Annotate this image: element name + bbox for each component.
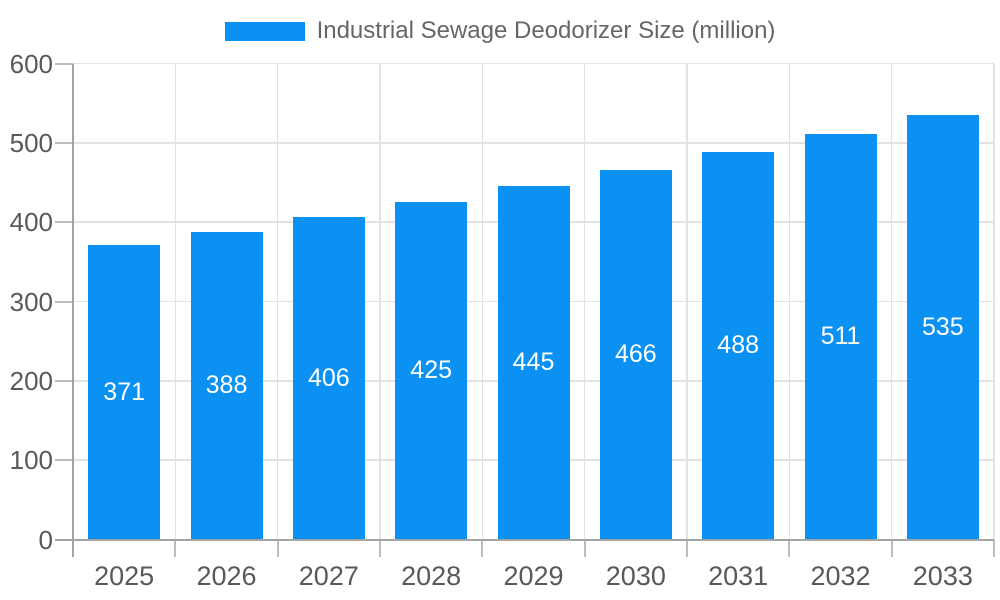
bar: 466 xyxy=(599,169,672,540)
bar-value-label: 388 xyxy=(205,371,248,400)
x-axis-line xyxy=(55,538,994,541)
bar-value-label: 535 xyxy=(921,312,964,341)
y-tick-label: 600 xyxy=(9,48,53,79)
legend-swatch xyxy=(224,21,305,41)
x-tick-label: 2030 xyxy=(605,560,666,591)
x-tick-label: 2025 xyxy=(94,560,155,591)
grid-line-horizontal xyxy=(73,142,994,144)
grid-line-vertical xyxy=(993,63,995,540)
x-axis-tick xyxy=(993,539,995,557)
bar-value-label: 511 xyxy=(820,322,861,351)
x-axis-tick xyxy=(276,539,279,557)
bar-value-label: 466 xyxy=(614,340,657,369)
x-tick-label: 2033 xyxy=(912,560,973,591)
x-tick-label: 2028 xyxy=(401,560,462,591)
bar: 371 xyxy=(88,245,161,540)
legend-label: Industrial Sewage Deodorizer Size (milli… xyxy=(316,17,776,44)
x-axis-tick xyxy=(890,539,893,557)
y-tick-label: 200 xyxy=(9,365,53,396)
bar-value-label: 425 xyxy=(410,356,453,385)
bar: 535 xyxy=(906,115,979,540)
bar: 388 xyxy=(190,231,263,540)
y-tick-label: 500 xyxy=(9,127,53,158)
x-axis-tick xyxy=(583,539,586,557)
y-tick-label: 400 xyxy=(9,207,53,238)
grid-line-vertical xyxy=(276,63,279,540)
bar: 511 xyxy=(804,134,877,540)
y-axis-tick xyxy=(55,459,73,462)
bar-value-label: 406 xyxy=(307,363,350,392)
y-axis-tick xyxy=(55,221,73,224)
bar: 488 xyxy=(702,152,775,540)
legend: Industrial Sewage Deodorizer Size (milli… xyxy=(0,18,1000,44)
grid-line-vertical xyxy=(583,63,586,540)
x-axis-tick xyxy=(379,539,381,557)
x-axis-tick xyxy=(174,539,177,557)
bar-value-label: 488 xyxy=(717,331,760,360)
grid-line-vertical xyxy=(788,63,791,540)
x-tick-label: 2027 xyxy=(298,560,359,591)
x-axis-tick xyxy=(788,539,791,557)
grid-line-vertical xyxy=(481,63,484,540)
grid-line-vertical xyxy=(379,63,381,540)
x-tick-label: 2026 xyxy=(196,560,257,591)
bar: 425 xyxy=(395,202,468,540)
y-axis-tick xyxy=(55,62,73,65)
y-axis-tick xyxy=(55,300,73,303)
grid-line-vertical xyxy=(890,63,893,540)
x-tick-label: 2031 xyxy=(708,560,769,591)
y-tick-label: 300 xyxy=(9,286,53,317)
x-tick-label: 2029 xyxy=(503,560,564,591)
y-axis-line xyxy=(72,63,74,557)
x-axis-tick xyxy=(481,539,484,557)
grid-line-vertical xyxy=(174,63,177,540)
grid-line-horizontal xyxy=(73,62,994,65)
x-axis-tick xyxy=(686,539,688,557)
bar-value-label: 371 xyxy=(103,377,146,406)
grid-line-vertical xyxy=(686,63,688,540)
x-tick-label: 2032 xyxy=(810,560,871,591)
y-axis-tick xyxy=(55,141,73,144)
bar-value-label: 445 xyxy=(512,348,555,377)
bar: 406 xyxy=(292,217,365,540)
y-axis-tick xyxy=(55,379,73,382)
y-tick-label: 100 xyxy=(9,445,53,476)
y-tick-label: 0 xyxy=(38,524,53,555)
bar: 445 xyxy=(497,186,570,540)
